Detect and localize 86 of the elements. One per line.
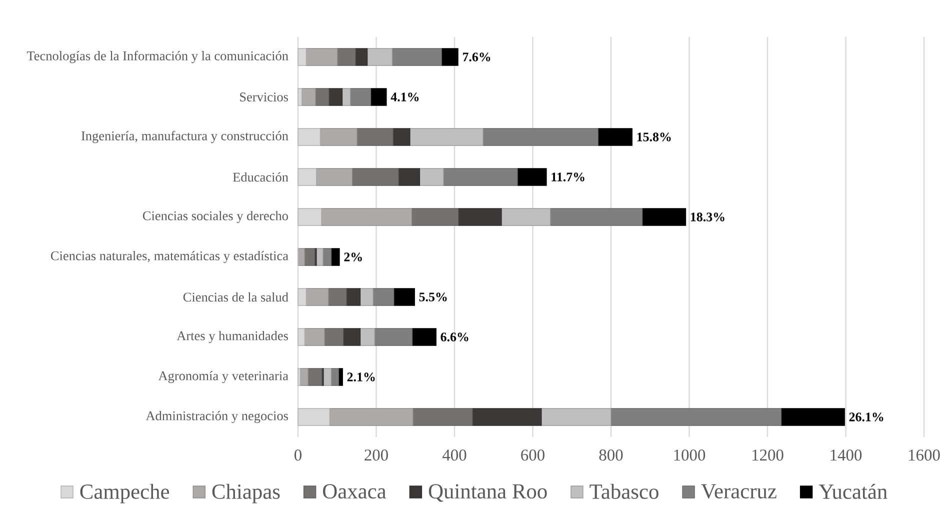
- bar: [419, 168, 444, 186]
- bar: [392, 48, 442, 66]
- bar: [360, 328, 376, 346]
- bar: [458, 208, 502, 226]
- x-tick-label: 200: [364, 450, 388, 461]
- x-tick-label: 1000: [674, 450, 706, 461]
- bar: [482, 128, 598, 146]
- bar: [352, 168, 399, 186]
- annotation: 5.5%: [419, 292, 447, 302]
- bar: [642, 208, 686, 226]
- y-tick-label: Ciencias de la salud: [183, 292, 288, 302]
- bar: [355, 48, 368, 66]
- bar: [337, 48, 356, 66]
- bar: [300, 368, 309, 386]
- x-tick-label: 600: [521, 450, 544, 461]
- bar: [541, 408, 612, 426]
- bar: [610, 408, 782, 426]
- y-tick-label: Educación: [232, 172, 288, 182]
- bar: [346, 288, 361, 306]
- x-tick-label: 800: [599, 450, 623, 461]
- bar: [517, 168, 547, 186]
- bar: [324, 328, 344, 346]
- legend-label: Veracruz: [701, 484, 776, 499]
- bar: [322, 248, 332, 266]
- annotation: 2%: [344, 252, 362, 262]
- annotation: 4.1%: [390, 92, 419, 102]
- bar: [394, 288, 415, 306]
- bar: [374, 328, 413, 346]
- y-tick-label: Administración y negocios: [146, 410, 288, 424]
- bar: [302, 88, 316, 106]
- annotation: 26.1%: [849, 412, 884, 422]
- legend-label: Chiapas: [212, 484, 280, 504]
- bar: [356, 128, 394, 146]
- bar: [443, 168, 518, 186]
- legend-label: Campeche: [80, 484, 170, 504]
- bar: [343, 328, 361, 346]
- bar: [412, 208, 459, 226]
- x-tick-label: 0: [294, 450, 302, 461]
- bar: [366, 48, 393, 66]
- bar: [780, 408, 845, 426]
- bar: [323, 368, 332, 386]
- bar: [304, 248, 316, 266]
- bar: [410, 128, 484, 146]
- bar: [315, 88, 330, 106]
- x-tick-label: 1200: [752, 450, 784, 461]
- bar: [316, 248, 324, 266]
- bar: [398, 168, 420, 186]
- bar: [441, 48, 458, 66]
- annotation: 11.7%: [552, 172, 584, 182]
- y-tick-label: Ingeniería, manufactura y construcción: [81, 130, 288, 144]
- annotation: 15.8%: [637, 132, 671, 142]
- bar: [360, 288, 374, 306]
- bar: [308, 368, 322, 386]
- bar: [328, 88, 343, 106]
- y-tick-label: Ciencias naturales, matemáticas y estadística: [50, 250, 288, 264]
- bar: [372, 288, 394, 306]
- bar: [350, 88, 372, 106]
- annotation: 6.6%: [440, 332, 468, 342]
- bar: [298, 248, 305, 266]
- legend-label: Yucatán: [818, 484, 888, 499]
- annotation: 7.6%: [462, 52, 490, 62]
- annotation: 18.3%: [690, 212, 724, 222]
- y-tick-label: Ciencias sociales y derecho: [142, 210, 288, 224]
- bar: [412, 328, 436, 346]
- bar: [328, 288, 347, 306]
- x-tick-label: 1400: [830, 450, 862, 461]
- x-tick-label: 400: [442, 450, 466, 461]
- bar: [412, 408, 473, 426]
- bar: [598, 128, 632, 146]
- y-tick-label: Tecnologías de la Información y la comunicación: [26, 50, 288, 64]
- bar: [501, 208, 551, 226]
- bar: [370, 88, 387, 106]
- bar: [342, 88, 351, 106]
- bar: [330, 248, 340, 266]
- bar: [550, 208, 643, 226]
- legend-label: Oaxaca: [323, 484, 386, 499]
- legend-label: Quintana Roo: [428, 484, 547, 502]
- y-tick-label: Artes y humanidades: [176, 330, 288, 344]
- annotation: 2.1%: [347, 372, 375, 382]
- bar: [472, 408, 542, 426]
- bar: [392, 128, 410, 146]
- bar: [330, 368, 340, 386]
- x-tick-label: 1600: [909, 450, 940, 461]
- y-tick-label: Agronomía y veterinaria: [158, 370, 288, 384]
- y-tick-label: Servicios: [240, 92, 288, 102]
- legend-label: Tabasco: [590, 484, 658, 499]
